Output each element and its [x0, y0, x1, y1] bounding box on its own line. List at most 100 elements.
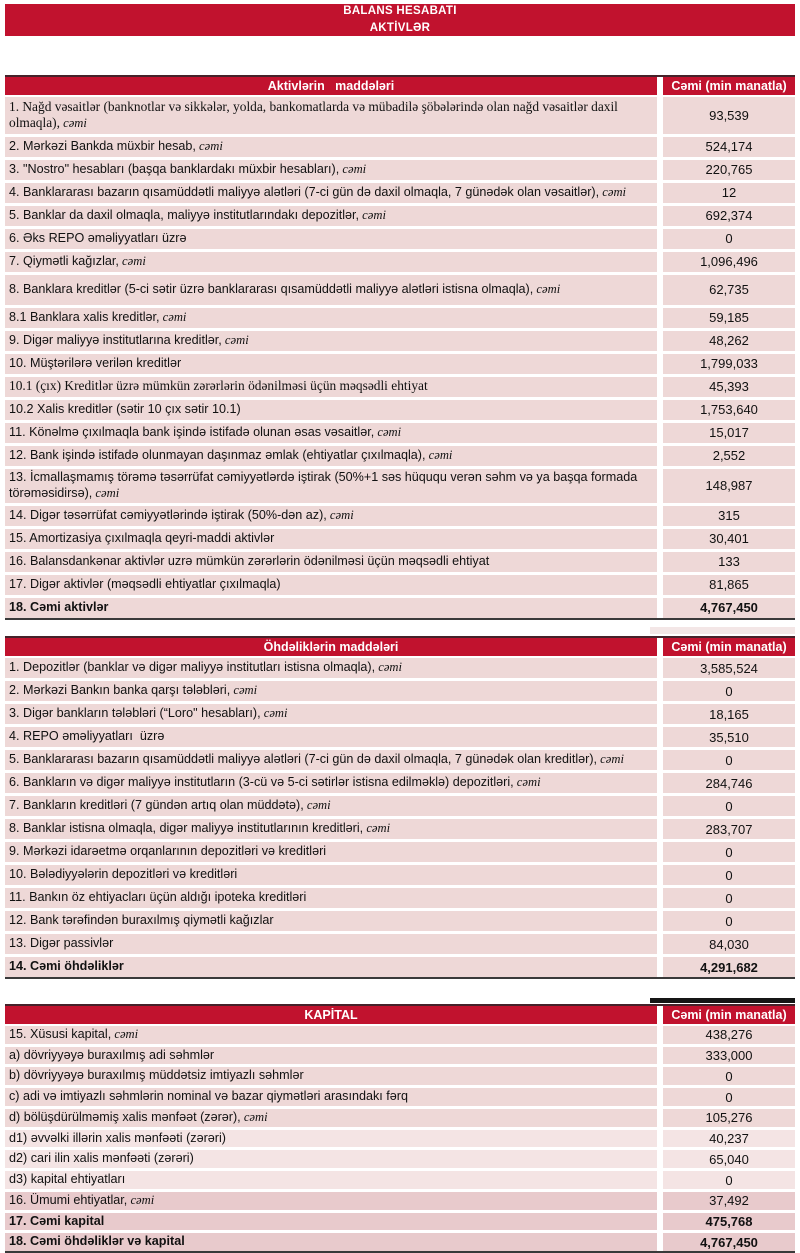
row-value: 315	[657, 505, 795, 526]
table-row: 13. İcmallaşmamış törəmə təsərrüfat cəmi…	[5, 468, 795, 506]
row-label: 4. Banklararası bazarın qısamüddətli mal…	[9, 184, 627, 199]
row-value: 1,799,033	[657, 353, 795, 374]
report-title-line2: AKTİVLƏR	[369, 22, 431, 34]
table-row: b) dövriyyəyə buraxılmış müddətsiz imtiy…	[5, 1067, 795, 1089]
table-header-title: Aktivlərin maddələri	[267, 79, 395, 93]
row-label: 10. Müştərilərə verilən kreditlər	[9, 355, 182, 370]
row-label: c) adi və imtiyazlı səhmlərin nominal və…	[9, 1089, 408, 1104]
row-label: 9. Digər maliyyə institutlarına kreditlə…	[9, 332, 249, 347]
row-label: 3. "Nostro" hesabları (başqa banklardakı…	[9, 161, 367, 176]
table-row: 14. Digər təsərrüfat cəmiyyətlərində işt…	[5, 505, 795, 529]
row-label-cemi-suffix: cəmi	[195, 138, 223, 153]
row-label: 4. REPO əməliyyatları üzrə	[9, 729, 165, 744]
table-row: 8. Banklar istisna olmaqla, digər maliyy…	[5, 819, 795, 842]
row-value: 0	[657, 1067, 795, 1086]
row-label: 11. Könəlmə çıxılmaqla bank işində istif…	[9, 424, 402, 439]
row-label: a) dövriyyəyə buraxılmış adi səhmlər	[9, 1047, 215, 1062]
table-row: 8. Banklara kreditlər (5-ci sətir üzrə b…	[5, 274, 795, 308]
liabilities-table: Öhdəliklərin maddələri Cəmi (min manatla…	[5, 627, 795, 979]
row-label: 10.1 (çıx) Kreditlər üzrə mümkün zərərlə…	[9, 378, 428, 394]
decorative-strip	[650, 998, 795, 1003]
table-row: 12. Bank tərəfindən buraxılmış qiymətli …	[5, 911, 795, 934]
row-label-cemi-suffix: cəmi	[230, 683, 258, 698]
row-label-cemi-suffix: cəmi	[513, 775, 541, 790]
table-row: c) adi və imtiyazlı səhmlərin nominal və…	[5, 1088, 795, 1109]
row-label-cemi-suffix: cəmi	[92, 485, 120, 500]
row-label-cemi-suffix: cəmi	[599, 184, 627, 199]
capital-table: KAPİTAL Cəmi (min manatla) 15. Xüsusi ka…	[5, 998, 795, 1253]
row-label: 18. Cəmi öhdəliklər və kapital	[9, 1234, 185, 1249]
table-row: 5. Banklararası bazarın qısamüddətli mal…	[5, 750, 795, 773]
row-label: 5. Banklararası bazarın qısamüddətli mal…	[9, 752, 624, 767]
table-row: 1. Depozitlər (banklar və digər maliyyə …	[5, 658, 795, 681]
row-value: 0	[657, 865, 795, 885]
row-label: 12. Bank tərəfindən buraxılmış qiymətli …	[9, 913, 274, 928]
row-value: 65,040	[657, 1150, 795, 1169]
row-label: 11. Bankın öz ehtiyacları üçün aldığı ip…	[9, 890, 307, 905]
row-value: 0	[657, 888, 795, 908]
table-row: 18. Cəmi aktivlər 4,767,450	[5, 597, 795, 618]
table-row: 7. Qiymətli kağızlar, cəmi 1,096,496	[5, 251, 795, 275]
row-value: 692,374	[657, 205, 795, 226]
row-label-cemi-suffix: cəmi	[260, 706, 288, 721]
row-value: 81,865	[657, 574, 795, 595]
row-label: 8.1 Banklara xalis kreditlər, cəmi	[9, 309, 187, 324]
row-value: 40,237	[657, 1129, 795, 1148]
table-row: 10.1 (çıx) Kreditlər üzrə mümkün zərərlə…	[5, 376, 795, 400]
row-value: 15,017	[657, 422, 795, 443]
row-label: 15. Amortizasiya çıxılmaqla qeyri-maddi …	[9, 531, 275, 546]
row-label-cemi-suffix: cəmi	[59, 116, 87, 131]
row-label: d3) kapital ehtiyatları	[9, 1172, 126, 1187]
row-value: 0	[657, 681, 795, 701]
row-label: 5. Banklar da daxil olmaqla, maliyyə ins…	[9, 207, 386, 222]
row-label-cemi-suffix: cəmi	[363, 821, 391, 836]
row-value: 3,585,524	[657, 658, 795, 678]
liabilities-table-header: Öhdəliklərin maddələri Cəmi (min manatla…	[5, 636, 795, 658]
row-label-cemi-suffix: cəmi	[533, 281, 561, 296]
row-value: 35,510	[657, 727, 795, 747]
row-label-cemi-suffix: cəmi	[240, 1109, 268, 1124]
row-label-cemi-suffix: cəmi	[339, 161, 367, 176]
table-row: 10.2 Xalis kreditlər (sətir 10 çıx sətir…	[5, 399, 795, 423]
table-header-title: Öhdəliklərin maddələri	[263, 640, 399, 654]
row-value: 1,096,496	[657, 251, 795, 272]
table-row: d2) cari ilin xalis mənfəəti (zərəri) 65…	[5, 1150, 795, 1172]
row-value: 133	[657, 551, 795, 572]
table-row: 15. Xüsusi kapital, cəmi 438,276	[5, 1026, 795, 1047]
row-label: 13. İcmallaşmamış törəmə təsərrüfat cəmi…	[9, 470, 641, 500]
row-value: 105,276	[657, 1108, 795, 1127]
table-row: 9. Digər maliyyə institutlarına kreditlə…	[5, 330, 795, 354]
row-value: 1,753,640	[657, 399, 795, 420]
table-row: 5. Banklar da daxil olmaqla, maliyyə ins…	[5, 205, 795, 229]
report-title-bar: BALANS HESABATI AKTİVLƏR	[5, 4, 795, 36]
row-label: 13. Digər passivlər	[9, 936, 114, 951]
row-label: 16. Ümumi ehtiyatlar, cəmi	[9, 1192, 155, 1207]
table-row: 6. Əks REPO əməliyyatları üzrə 0	[5, 228, 795, 252]
row-label-cemi-suffix: cəmi	[303, 798, 331, 813]
table-row: 2. Mərkəzi Bankın banka qarşı tələbləri,…	[5, 681, 795, 704]
row-value: 220,765	[657, 159, 795, 180]
row-label-cemi-suffix: cəmi	[326, 508, 354, 523]
row-value: 30,401	[657, 528, 795, 549]
table-row: 2. Mərkəzi Bankda müxbir hesab, cəmi 524…	[5, 136, 795, 160]
row-label: 16. Balansdankənar aktivlər uzrə mümkün …	[9, 554, 490, 569]
row-label-cemi-suffix: cəmi	[359, 207, 386, 222]
row-value: 0	[657, 1171, 795, 1189]
row-label: 6. Əks REPO əməliyyatları üzrə	[9, 230, 187, 245]
row-label: 10.2 Xalis kreditlər (sətir 10 çıx sətir…	[9, 401, 241, 416]
table-row: 11. Bankın öz ehtiyacları üçün aldığı ip…	[5, 888, 795, 911]
row-label: 17. Cəmi kapital	[9, 1213, 105, 1228]
table-row: 10. Bələdiyyələrin depozitləri və kredit…	[5, 865, 795, 888]
row-value: 84,030	[657, 934, 795, 954]
row-label: 1. Nağd vəsaitlər (banknotlar və sikkələ…	[9, 98, 622, 131]
row-value: 0	[657, 228, 795, 249]
table-row: 3. Digər bankların tələbləri (“Loro" hes…	[5, 704, 795, 727]
table-row: d3) kapital ehtiyatları 0	[5, 1171, 795, 1192]
row-value: 4,291,682	[657, 957, 795, 977]
row-label-cemi-suffix: cəmi	[127, 1192, 155, 1207]
row-label-cemi-suffix: cəmi	[111, 1027, 139, 1041]
liabilities-table-rows: 1. Depozitlər (banklar və digər maliyyə …	[5, 658, 795, 979]
table-row: 3. "Nostro" hesabları (başqa banklardakı…	[5, 159, 795, 183]
row-label: 9. Mərkəzi idarəetmə orqanlarının depozi…	[9, 844, 327, 859]
row-value: 2,552	[657, 445, 795, 466]
